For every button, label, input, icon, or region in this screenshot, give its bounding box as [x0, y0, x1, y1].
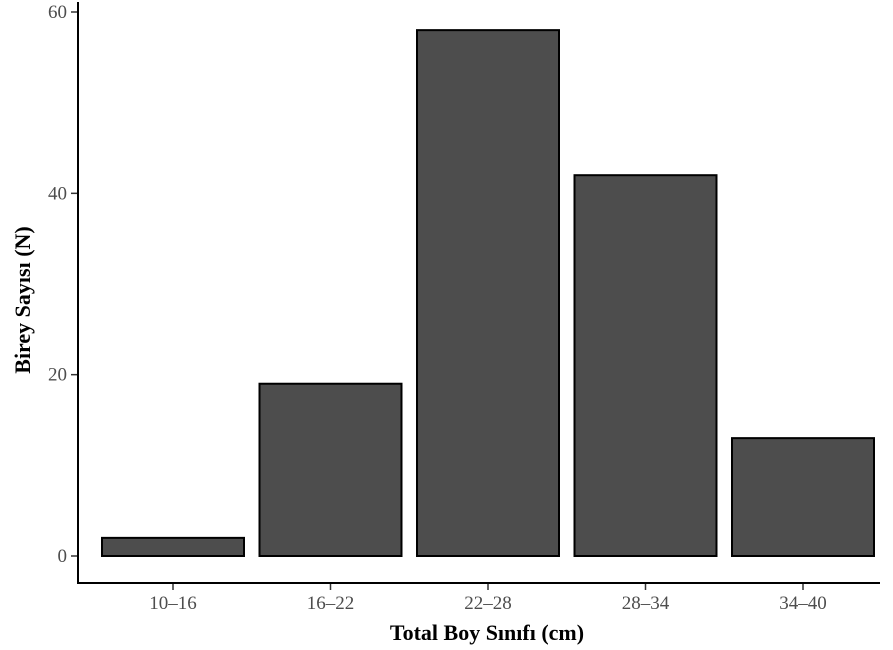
x-tick-label: 10–16 [149, 593, 197, 614]
x-tick-label: 22–28 [464, 593, 512, 614]
y-tick-label: 40 [48, 183, 67, 204]
x-axis-title: Total Boy Sınıfı (cm) [390, 620, 584, 645]
bar-34–40 [731, 437, 875, 557]
x-tick-label: 28–34 [622, 593, 670, 614]
bar-10–16 [101, 536, 245, 557]
y-axis-ticks: 0 20 40 60 [48, 2, 78, 567]
y-tick-label: 0 [58, 546, 68, 567]
x-tick-label: 16–22 [307, 593, 355, 614]
x-tick-label: 34–40 [779, 593, 827, 614]
bar-22–28 [416, 29, 560, 557]
y-axis-title: Birey Sayısı (N) [10, 226, 35, 373]
bar-16–22 [258, 382, 403, 557]
bars-group [101, 29, 875, 557]
y-tick-label: 20 [48, 365, 67, 386]
x-axis-ticks: 10–16 16–22 22–28 28–34 34–40 [149, 583, 827, 614]
y-tick-label: 60 [48, 2, 67, 23]
bar-28–34 [573, 174, 718, 557]
